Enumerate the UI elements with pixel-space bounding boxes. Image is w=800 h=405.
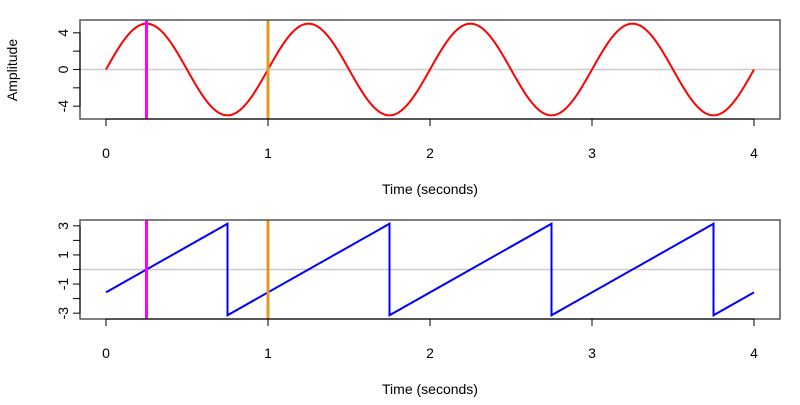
y-axis-label: Amplitude	[4, 39, 20, 101]
y-tick-label: -3	[55, 307, 71, 320]
x-tick-label: 2	[426, 145, 434, 161]
x-tick-label: 4	[750, 345, 758, 361]
x-tick-label: 4	[750, 145, 758, 161]
x-tick-label: 1	[264, 345, 272, 361]
phase-line	[105, 222, 755, 317]
x-tick-label: 0	[102, 145, 110, 161]
x-axis-label: Time (seconds)	[382, 381, 478, 397]
y-axis-label: Phase angle (radians)	[4, 202, 20, 339]
x-tick-label: 2	[426, 345, 434, 361]
y-tick-label: -4	[55, 100, 71, 113]
y-tick-label: 4	[55, 29, 71, 37]
x-tick-label: 3	[588, 145, 596, 161]
x-tick-label: 0	[102, 345, 110, 361]
x-tick-label: 3	[588, 345, 596, 361]
y-tick-label: 0	[55, 65, 71, 73]
y-tick-label: 1	[55, 251, 71, 259]
x-axis-label: Time (seconds)	[382, 181, 478, 197]
amplitude-panel: Amplitude Time (seconds) 0 1 2 3 4 -4 0 4	[4, 19, 781, 197]
y-tick-label: 3	[55, 222, 71, 230]
signal-line	[105, 22, 755, 117]
phase-panel: Phase angle (radians) Time (seconds) 0 1 2…	[4, 202, 781, 397]
y-tick-label: -1	[55, 278, 71, 291]
x-tick-label: 1	[264, 145, 272, 161]
